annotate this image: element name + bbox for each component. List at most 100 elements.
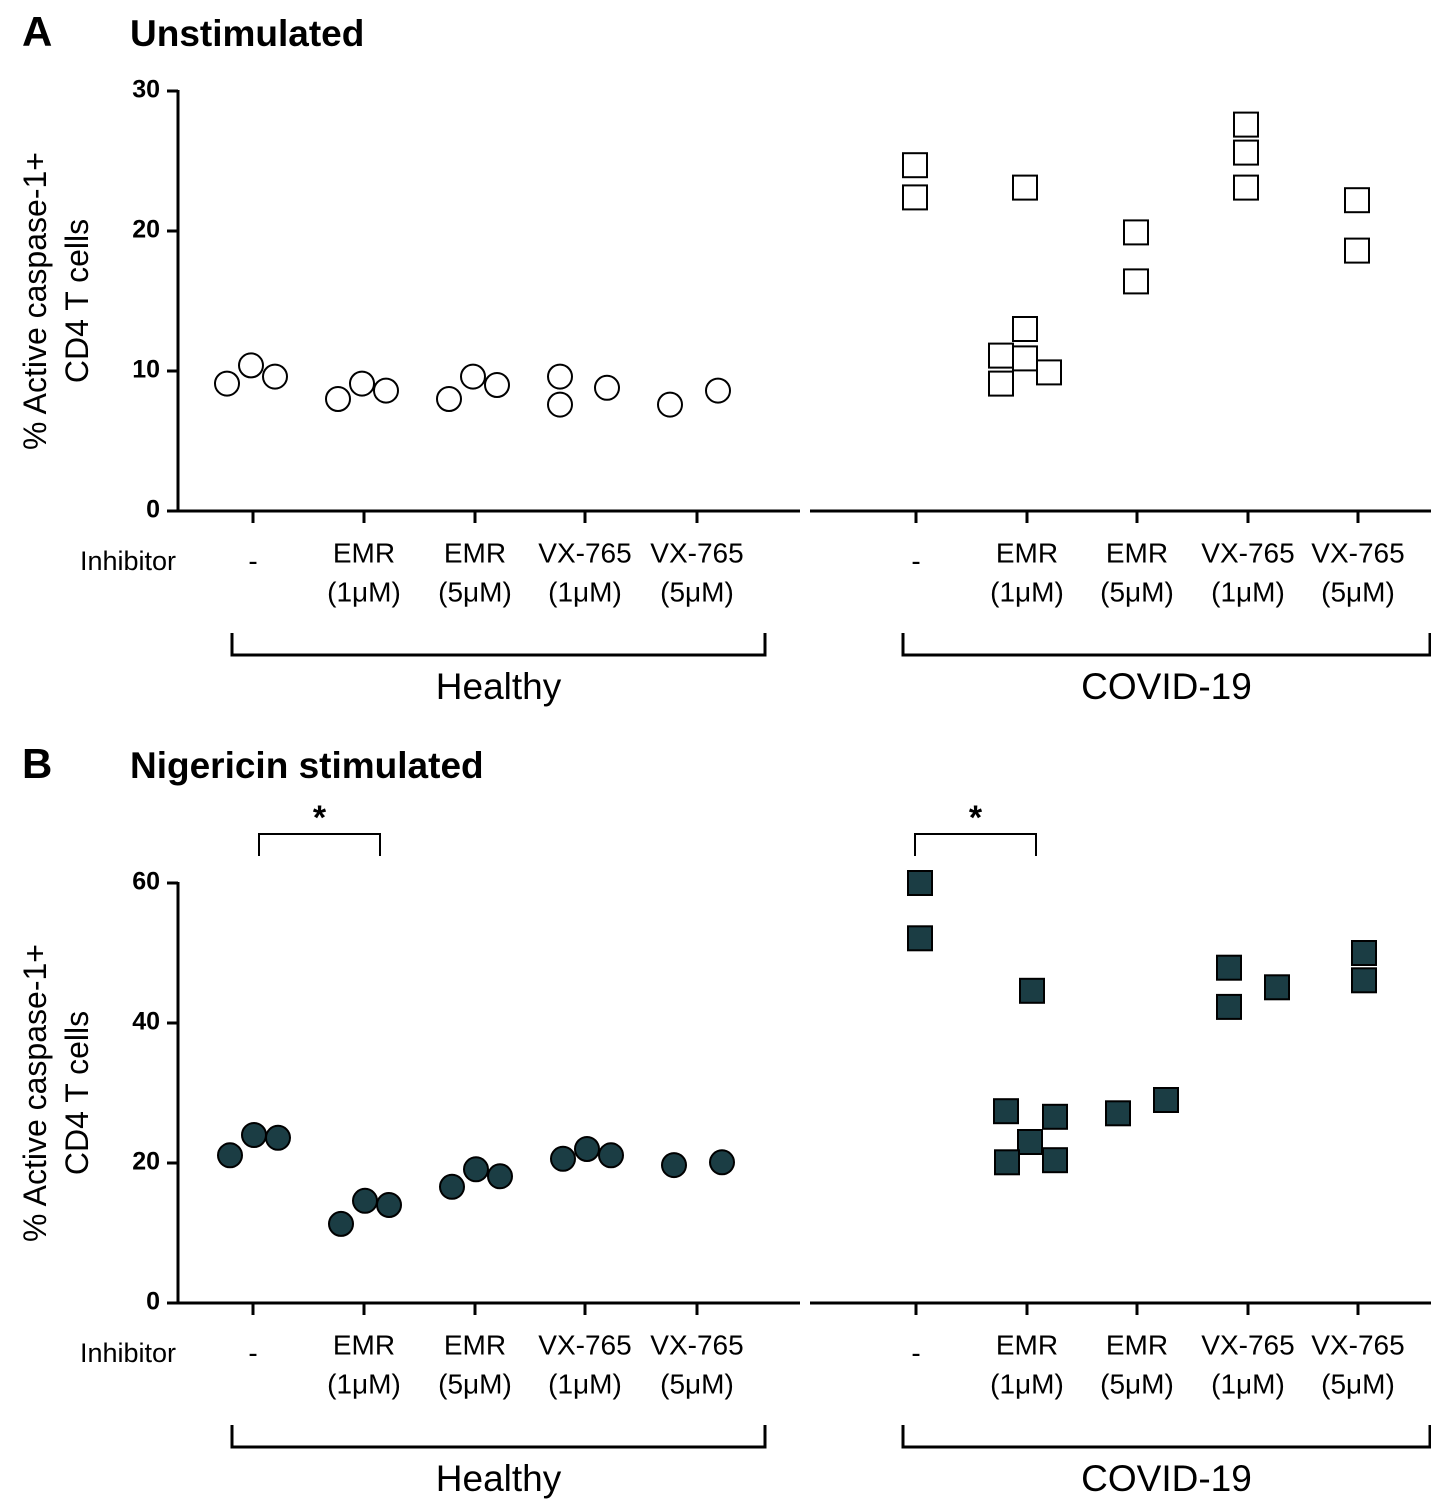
x-tick-label: EMR bbox=[1106, 1329, 1168, 1360]
panel-title: Unstimulated bbox=[130, 13, 364, 54]
data-point bbox=[1105, 1100, 1131, 1127]
data-point bbox=[988, 370, 1014, 397]
data-point bbox=[993, 1098, 1019, 1125]
data-point bbox=[1012, 345, 1038, 372]
data-point bbox=[1351, 940, 1377, 966]
data-point bbox=[1233, 174, 1259, 201]
row-label: Inhibitor bbox=[80, 546, 176, 576]
x-tick-label: VX-765 bbox=[1311, 1329, 1404, 1360]
data-point bbox=[376, 1192, 402, 1218]
data-point bbox=[1233, 139, 1259, 166]
significance-label: * bbox=[969, 799, 983, 837]
x-tick-label: (1μM) bbox=[548, 576, 622, 607]
data-point bbox=[1216, 954, 1242, 981]
x-tick-label: (5μM) bbox=[438, 1368, 512, 1399]
data-point bbox=[265, 1124, 291, 1151]
data-point bbox=[439, 1173, 465, 1200]
data-point bbox=[1153, 1087, 1179, 1113]
data-point bbox=[598, 1142, 624, 1169]
data-point bbox=[214, 370, 240, 397]
y-axis-title-line: CD4 T cells bbox=[59, 219, 95, 383]
data-point bbox=[1344, 187, 1370, 214]
x-tick-label: VX-765 bbox=[1201, 537, 1294, 568]
group-bracket bbox=[230, 633, 767, 657]
x-tick-label: - bbox=[911, 545, 920, 576]
panel-label: A bbox=[22, 8, 52, 55]
data-point bbox=[594, 374, 620, 401]
significance-bracket bbox=[258, 833, 381, 856]
x-tick-label: (5μM) bbox=[1321, 576, 1395, 607]
y-tick-label: 40 bbox=[132, 1008, 160, 1036]
x-tick-label: EMR bbox=[444, 537, 506, 568]
data-point bbox=[988, 342, 1014, 369]
x-tick-label: (1μM) bbox=[327, 576, 401, 607]
x-tick-label: EMR bbox=[1106, 537, 1168, 568]
x-tick-label: EMR bbox=[333, 537, 395, 568]
data-point bbox=[463, 1156, 489, 1183]
y-tick-label: 0 bbox=[146, 1288, 160, 1316]
x-tick-label: - bbox=[911, 1337, 920, 1368]
panel-label: B bbox=[22, 740, 52, 787]
y-axis-title-line: % Active caspase-1+ bbox=[17, 944, 53, 1242]
group-label: Healthy bbox=[436, 1458, 562, 1499]
data-point bbox=[349, 370, 375, 397]
x-tick-label: (5μM) bbox=[1321, 1368, 1395, 1399]
y-tick-label: 20 bbox=[132, 216, 160, 244]
data-point bbox=[484, 372, 510, 398]
x-tick-label: (1μM) bbox=[1211, 576, 1285, 607]
data-point bbox=[1012, 316, 1038, 342]
y-tick-label: 60 bbox=[132, 868, 160, 896]
data-point bbox=[1233, 111, 1259, 138]
x-tick-label: (1μM) bbox=[990, 576, 1064, 607]
x-tick-label: EMR bbox=[996, 537, 1058, 568]
data-point bbox=[1042, 1103, 1068, 1130]
x-tick-label: EMR bbox=[996, 1329, 1058, 1360]
data-point bbox=[373, 377, 399, 404]
data-point bbox=[1123, 268, 1149, 295]
x-tick-label: (1μM) bbox=[327, 1368, 401, 1399]
x-tick-label: (5μM) bbox=[660, 576, 734, 607]
data-point bbox=[1017, 1129, 1043, 1155]
x-tick-label: - bbox=[248, 545, 257, 576]
data-point bbox=[217, 1142, 243, 1169]
y-tick-label: 0 bbox=[146, 496, 160, 524]
data-point bbox=[1036, 359, 1062, 386]
data-point bbox=[1123, 219, 1149, 246]
y-tick-label: 30 bbox=[132, 76, 160, 104]
data-point bbox=[574, 1136, 600, 1162]
x-tick-label: VX-765 bbox=[650, 1329, 743, 1360]
data-point bbox=[241, 1122, 267, 1148]
data-point bbox=[1216, 993, 1242, 1020]
x-tick-label: VX-765 bbox=[538, 537, 631, 568]
y-axis-title: % Active caspase-1+ CD4 T cells bbox=[17, 944, 95, 1242]
group-label: COVID-19 bbox=[1081, 666, 1252, 707]
data-point bbox=[436, 386, 462, 412]
x-tick-label: - bbox=[248, 1337, 257, 1368]
x-tick-label: (5μM) bbox=[1100, 1368, 1174, 1399]
x-tick-label: EMR bbox=[444, 1329, 506, 1360]
data-point bbox=[1344, 237, 1370, 264]
data-point bbox=[657, 391, 683, 418]
data-point bbox=[1351, 967, 1377, 994]
data-point bbox=[907, 925, 933, 952]
x-tick-label: (1μM) bbox=[990, 1368, 1064, 1399]
y-tick-label: 20 bbox=[132, 1148, 160, 1176]
significance-label: * bbox=[313, 799, 327, 837]
y-tick-label: 10 bbox=[132, 356, 160, 384]
data-point bbox=[1264, 974, 1290, 1001]
group-bracket bbox=[901, 633, 1431, 657]
data-point bbox=[902, 152, 928, 179]
data-point bbox=[547, 363, 573, 390]
x-tick-label: VX-765 bbox=[1311, 537, 1404, 568]
data-point bbox=[328, 1210, 354, 1237]
data-point bbox=[661, 1152, 687, 1179]
data-point bbox=[902, 184, 928, 211]
x-tick-label: VX-765 bbox=[1201, 1329, 1294, 1360]
data-point bbox=[1012, 174, 1038, 201]
data-point bbox=[238, 352, 264, 379]
group-label: COVID-19 bbox=[1081, 1458, 1252, 1499]
data-point bbox=[705, 377, 731, 404]
x-tick-label: EMR bbox=[333, 1329, 395, 1360]
data-point bbox=[325, 386, 351, 412]
